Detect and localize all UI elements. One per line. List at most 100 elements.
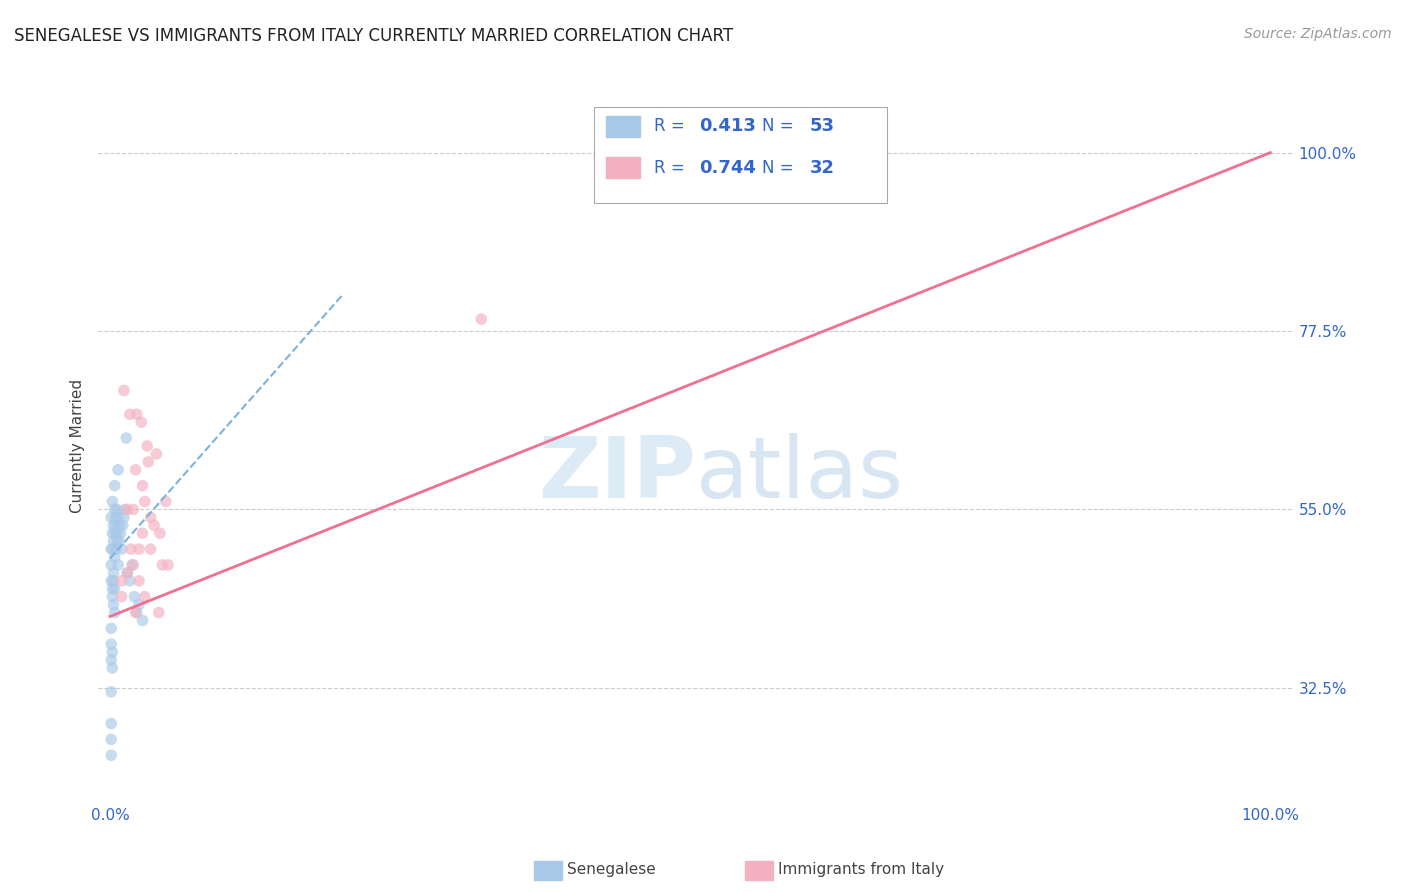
Point: [104, 549, 127, 564]
Text: 0.413: 0.413: [700, 118, 756, 136]
Point: [149, 526, 172, 541]
Text: R =: R =: [654, 118, 690, 136]
Point: [107, 463, 129, 477]
Point: [143, 518, 166, 533]
Point: [124, 606, 146, 620]
Text: atlas: atlas: [696, 433, 904, 516]
Point: [470, 312, 492, 326]
Point: [103, 574, 125, 588]
Point: [111, 574, 134, 588]
Point: [125, 606, 148, 620]
Point: [131, 415, 153, 429]
Point: [111, 542, 134, 557]
Text: Immigrants from Italy: Immigrants from Italy: [778, 863, 943, 877]
Point: [103, 598, 125, 612]
Point: [101, 582, 124, 596]
Point: [103, 566, 125, 580]
Text: SENEGALESE VS IMMIGRANTS FROM ITALY CURRENTLY MARRIED CORRELATION CHART: SENEGALESE VS IMMIGRANTS FROM ITALY CURR…: [14, 27, 733, 45]
FancyBboxPatch shape: [606, 157, 640, 178]
Point: [104, 582, 127, 596]
Point: [124, 590, 146, 604]
Point: [101, 526, 124, 541]
Point: [122, 502, 145, 516]
Point: [131, 526, 153, 541]
Point: [105, 534, 128, 549]
Point: [120, 542, 142, 557]
Point: [100, 558, 122, 572]
Point: [104, 502, 127, 516]
Point: [155, 494, 177, 508]
Point: [100, 685, 122, 699]
Point: [104, 606, 127, 620]
Point: [101, 645, 124, 659]
Point: [108, 518, 131, 533]
Point: [108, 534, 131, 549]
Text: N =: N =: [762, 159, 799, 177]
Point: [128, 542, 150, 557]
Point: [110, 526, 132, 541]
Point: [104, 542, 127, 557]
Point: [117, 502, 139, 516]
Point: [125, 407, 148, 421]
Point: [100, 653, 122, 667]
Point: [100, 637, 122, 651]
Point: [117, 566, 139, 580]
Y-axis label: Currently Married: Currently Married: [70, 379, 86, 513]
Point: [136, 455, 159, 469]
Point: [136, 439, 159, 453]
Text: Senegalese: Senegalese: [567, 863, 655, 877]
Point: [134, 590, 156, 604]
Point: [118, 574, 141, 588]
Point: [117, 566, 139, 580]
FancyBboxPatch shape: [595, 107, 887, 203]
Point: [112, 384, 135, 398]
Point: [100, 732, 122, 747]
Point: [128, 598, 150, 612]
Text: N =: N =: [762, 118, 799, 136]
Point: [104, 478, 127, 492]
Point: [148, 606, 170, 620]
Point: [131, 614, 153, 628]
Point: [101, 494, 124, 508]
Point: [124, 463, 146, 477]
Text: 0.744: 0.744: [700, 159, 756, 177]
Point: [104, 510, 127, 524]
Point: [101, 590, 124, 604]
Point: [157, 558, 180, 572]
Point: [115, 431, 138, 445]
Point: [118, 407, 141, 421]
Point: [101, 661, 124, 675]
Point: [122, 558, 145, 572]
Point: [114, 502, 136, 516]
Point: [134, 494, 156, 508]
Point: [100, 574, 122, 588]
Point: [139, 510, 162, 524]
Point: [131, 478, 153, 492]
Point: [112, 510, 135, 524]
Point: [101, 542, 124, 557]
Text: 32: 32: [810, 159, 835, 177]
Point: [139, 542, 162, 557]
Point: [103, 518, 125, 533]
Point: [107, 510, 129, 524]
Point: [107, 558, 129, 572]
Point: [100, 748, 122, 763]
Point: [150, 558, 173, 572]
Point: [104, 518, 127, 533]
Point: [111, 518, 134, 533]
Point: [100, 621, 122, 635]
Text: Source: ZipAtlas.com: Source: ZipAtlas.com: [1244, 27, 1392, 41]
Point: [104, 526, 127, 541]
Text: 53: 53: [810, 118, 835, 136]
Text: ZIP: ZIP: [538, 433, 696, 516]
Point: [100, 510, 122, 524]
Text: R =: R =: [654, 159, 690, 177]
Point: [105, 526, 128, 541]
FancyBboxPatch shape: [606, 116, 640, 137]
Point: [111, 590, 134, 604]
Point: [128, 574, 150, 588]
Point: [103, 534, 125, 549]
Point: [655, 145, 678, 160]
Point: [121, 558, 143, 572]
Point: [105, 502, 128, 516]
